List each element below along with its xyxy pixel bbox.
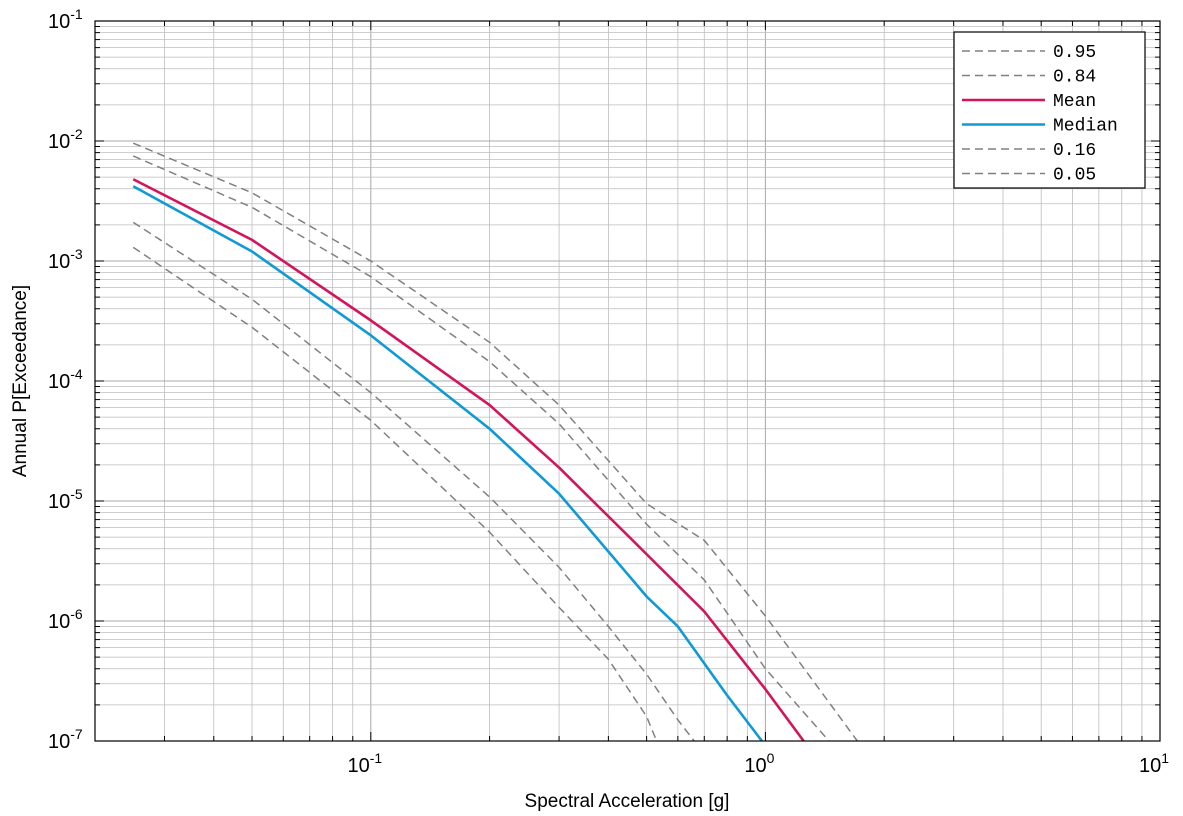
legend: 0.95 0.84 Mean Median 0.16 0.05: [953, 31, 1146, 189]
legend-label: 0.16: [1053, 141, 1096, 161]
x-tick-label: 10-1: [347, 750, 382, 777]
y-tick-labels: 10-1 10-2 10-3 10-4 10-5 10-6 10-7: [48, 6, 83, 753]
series-lines: [132, 142, 858, 741]
series-line-0-16: [132, 221, 695, 741]
y-tick-label: 10-5: [48, 486, 83, 513]
y-axis-title: Annual P[Exceedance]: [10, 285, 31, 477]
legend-label: Mean: [1053, 92, 1096, 112]
series-line-0-84: [132, 155, 830, 741]
legend-label: 0.84: [1053, 68, 1096, 88]
y-tick-label: 10-3: [48, 246, 83, 273]
legend-label: Median: [1053, 117, 1118, 137]
y-tick-label: 10-4: [48, 366, 83, 393]
series-line-0-95: [132, 142, 858, 741]
x-axis-title: Spectral Acceleration [g]: [525, 791, 730, 812]
series-line-mean: [132, 178, 805, 741]
y-tick-label: 10-6: [48, 606, 83, 633]
series-line-median: [132, 185, 763, 741]
y-tick-label: 10-2: [48, 126, 83, 153]
legend-label: 0.05: [1053, 166, 1096, 186]
series-line-0-05: [132, 246, 658, 741]
legend-box: [953, 31, 1146, 189]
y-tick-label: 10-1: [48, 6, 83, 33]
x-tick-labels: 10-1 100 101: [347, 750, 1169, 777]
legend-label: 0.95: [1053, 43, 1096, 63]
x-tick-label: 101: [1139, 750, 1169, 777]
x-tick-label: 100: [744, 750, 774, 777]
plot-frame: [94, 20, 1161, 742]
y-tick-label: 10-7: [48, 726, 83, 753]
